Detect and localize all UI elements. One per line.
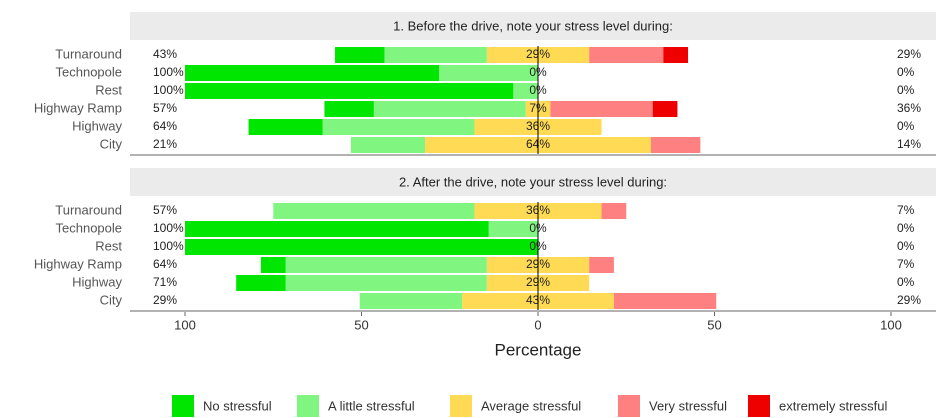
bar-segment: [248, 119, 323, 135]
right-percent: 29%: [897, 293, 921, 307]
bar-segment: [488, 221, 538, 237]
bar-segment: [589, 257, 614, 273]
category-label: City: [100, 136, 123, 151]
right-percent: 36%: [897, 101, 921, 115]
bar-segment: [273, 203, 475, 219]
bar-segment: [359, 293, 463, 309]
x-tick-label: 0: [534, 317, 541, 332]
bar-segment: [350, 137, 426, 153]
left-percent: 71%: [153, 275, 177, 289]
category-label: Rest: [95, 82, 122, 97]
left-percent: 100%: [153, 239, 184, 253]
legend-swatch: [618, 395, 640, 417]
legend-label: A little stressful: [328, 398, 415, 413]
left-percent: 100%: [153, 65, 184, 79]
category-label: City: [100, 292, 123, 307]
panel-strip: [130, 12, 936, 40]
bar-segment: [185, 221, 489, 237]
category-label: Highway Ramp: [34, 256, 122, 271]
bar-segment: [663, 47, 689, 63]
category-label: Highway Ramp: [34, 100, 122, 115]
left-percent: 43%: [153, 47, 177, 61]
bar-segment: [601, 203, 627, 219]
bar-segment: [384, 47, 487, 63]
legend-swatch: [297, 395, 319, 417]
right-percent: 0%: [897, 65, 915, 79]
left-percent: 21%: [153, 137, 177, 151]
bar-segment: [550, 101, 653, 117]
panel-strip: [130, 168, 936, 196]
legend-swatch: [748, 395, 770, 417]
right-percent: 0%: [897, 119, 915, 133]
panel-title: 1. Before the drive, note your stress le…: [393, 18, 673, 33]
bar-segment: [285, 257, 487, 273]
category-label: Technopole: [56, 64, 123, 79]
left-percent: 57%: [153, 101, 177, 115]
bar-segment: [650, 137, 701, 153]
left-percent: 29%: [153, 293, 177, 307]
legend-swatch: [172, 395, 194, 417]
bar-segment: [324, 101, 374, 117]
bar-segment: [589, 47, 664, 63]
bar-segment: [185, 239, 538, 255]
bar-segment: [335, 47, 385, 63]
bar-segment: [185, 83, 514, 99]
left-percent: 64%: [153, 119, 177, 133]
bar-segment: [513, 83, 538, 99]
x-tick-label: 50: [707, 317, 721, 332]
right-percent: 29%: [897, 47, 921, 61]
left-percent: 100%: [153, 83, 184, 97]
category-label: Rest: [95, 238, 122, 253]
bar-segment: [185, 65, 440, 81]
right-percent: 0%: [897, 239, 915, 253]
right-percent: 14%: [897, 137, 921, 151]
right-percent: 0%: [897, 275, 915, 289]
x-axis-label: Percentage: [495, 340, 582, 359]
bar-segment: [285, 275, 487, 291]
category-label: Turnaround: [55, 202, 122, 217]
x-tick-label: 100: [880, 317, 902, 332]
category-label: Turnaround: [55, 46, 122, 61]
legend-label: extremely stressful: [779, 398, 887, 413]
right-percent: 0%: [897, 83, 915, 97]
bar-segment: [439, 65, 538, 81]
category-label: Highway: [72, 118, 122, 133]
left-percent: 100%: [153, 221, 184, 235]
bar-segment: [613, 293, 717, 309]
x-tick-label: 100: [174, 317, 196, 332]
bar-segment: [236, 275, 286, 291]
right-percent: 7%: [897, 203, 915, 217]
right-percent: 7%: [897, 257, 915, 271]
legend-label: Very stressful: [649, 398, 727, 413]
bar-segment: [373, 101, 526, 117]
bar-segment: [260, 257, 286, 273]
left-percent: 57%: [153, 203, 177, 217]
panel-title: 2. After the drive, note your stress lev…: [399, 174, 667, 189]
legend-label: No stressful: [203, 398, 272, 413]
category-label: Technopole: [56, 220, 123, 235]
legend-swatch: [450, 395, 472, 417]
left-percent: 64%: [153, 257, 177, 271]
bar-segment: [652, 101, 678, 117]
bar-segment: [322, 119, 475, 135]
x-tick-label: 50: [354, 317, 368, 332]
legend-label: Average stressful: [481, 398, 581, 413]
right-percent: 0%: [897, 221, 915, 235]
category-label: Highway: [72, 274, 122, 289]
